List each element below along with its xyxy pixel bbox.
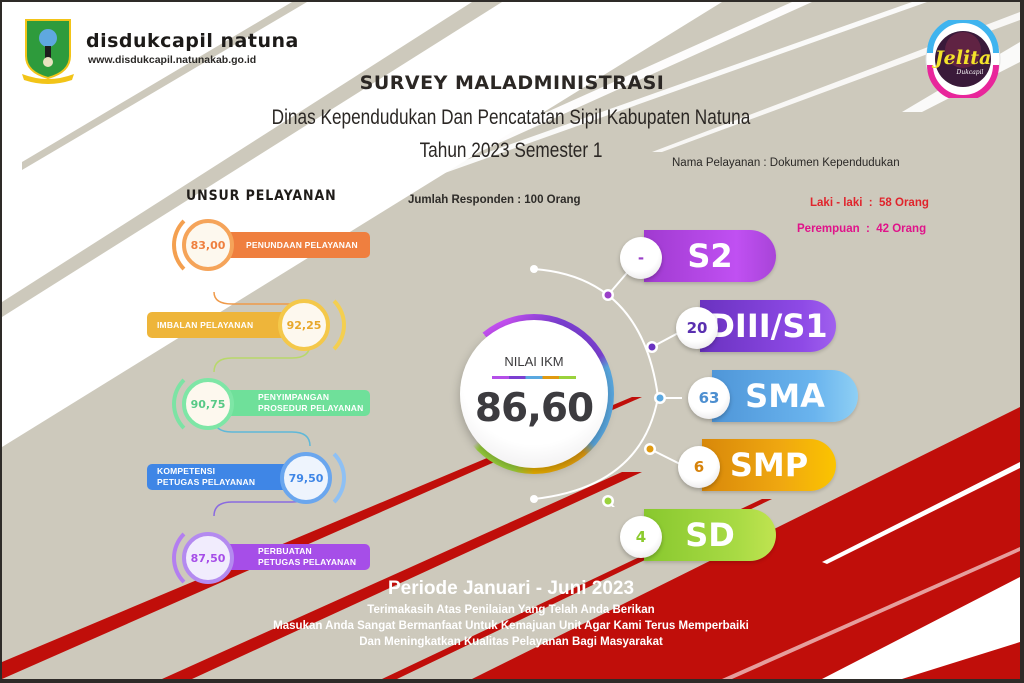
unsur-value-circle: 87,50 bbox=[182, 532, 234, 584]
service-name: Nama Pelayanan : Dokumen Kependudukan bbox=[672, 157, 900, 169]
education-count: 63 bbox=[688, 377, 730, 419]
brand-url: www.disdukcapil.natunakab.go.id bbox=[88, 54, 257, 66]
title-year: Tahun 2023 Semester 1 bbox=[419, 139, 603, 162]
ikm-label: NILAI IKM bbox=[504, 354, 564, 369]
thanks-line-2: Masukan Anda Sangat Bermanfaat Untuk Kem… bbox=[273, 620, 749, 632]
title-sub: Dinas Kependudukan Dan Pencatatan Sipil … bbox=[271, 106, 751, 129]
period-label: Periode Januari - Juni 2023 bbox=[387, 578, 635, 599]
education-pill-sd: SD bbox=[644, 509, 776, 561]
thanks-line-3: Dan Meningkatkan Kualitas Pelayanan Bagi… bbox=[359, 636, 663, 648]
male-count: Laki - laki : 58 Orang bbox=[810, 197, 929, 209]
education-pill-sma: SMA bbox=[712, 370, 858, 422]
jelita-logo-icon: Jelita Dukcapil bbox=[925, 20, 1001, 98]
unsur-value: 79,50 bbox=[288, 471, 324, 485]
unsur-value: 90,75 bbox=[190, 397, 226, 411]
education-count: 4 bbox=[620, 516, 662, 558]
education-pill-diii-s1: DIII/S1 bbox=[700, 300, 836, 352]
ikm-divider bbox=[492, 376, 576, 379]
unsur-label: PENUNDAAN PELAYANAN bbox=[246, 239, 358, 250]
svg-text:Jelita: Jelita bbox=[932, 47, 992, 69]
education-count: 6 bbox=[678, 446, 720, 488]
education-count: 20 bbox=[676, 307, 718, 349]
respondent-count: Jumlah Responden : 100 Orang bbox=[408, 194, 581, 206]
svg-text:Dukcapil: Dukcapil bbox=[956, 69, 984, 76]
unsur-label: IMBALAN PELAYANAN bbox=[157, 319, 254, 330]
unsur-item-imbalan: IMBALAN PELAYANAN bbox=[147, 312, 297, 338]
unsur-value-circle: 92,25 bbox=[278, 299, 330, 351]
unsur-value-circle: 79,50 bbox=[280, 452, 332, 504]
education-level: SD bbox=[685, 516, 735, 554]
thanks-line-1: Terimakasih Atas Penilaian Yang Telah An… bbox=[367, 604, 655, 616]
female-count: Perempuan : 42 Orang bbox=[797, 223, 927, 235]
unsur-arc bbox=[274, 442, 346, 514]
education-arc bbox=[530, 265, 682, 507]
unsur-arc bbox=[172, 368, 244, 440]
education-pill-s2: S2 bbox=[644, 230, 776, 282]
ikm-circle bbox=[460, 320, 608, 468]
unsur-value: 87,50 bbox=[190, 551, 226, 565]
unsur-value-circle: 90,75 bbox=[182, 378, 234, 430]
title-main: SURVEY MALADMINISTRASI bbox=[359, 72, 665, 94]
brand-name: disdukcapil natuna bbox=[86, 30, 299, 52]
education-level: S2 bbox=[687, 237, 733, 275]
education-pill-smp: SMP bbox=[702, 439, 836, 491]
unsur-arc bbox=[172, 209, 244, 281]
education-level: DIII/S1 bbox=[708, 307, 828, 345]
education-count: - bbox=[620, 237, 662, 279]
education-level: SMA bbox=[745, 377, 825, 415]
unsur-value-circle: 83,00 bbox=[182, 219, 234, 271]
regency-crest-icon bbox=[22, 19, 74, 84]
unsur-arc bbox=[274, 289, 346, 361]
unsur-item-kompetensi: KOMPETENSI PETUGAS PELAYANAN bbox=[147, 464, 297, 490]
unsur-label-multi: PERBUATAN PETUGAS PELAYANAN bbox=[258, 546, 357, 567]
ikm-value: 86,60 bbox=[474, 386, 594, 431]
unsur-label-multi: PENYIMPANGAN PROSEDUR PELAYANAN bbox=[258, 392, 364, 413]
unsur-label-multi: KOMPETENSI PETUGAS PELAYANAN bbox=[157, 466, 256, 487]
education-level: SMP bbox=[729, 446, 809, 484]
unsur-arc bbox=[172, 522, 244, 594]
unsur-value: 83,00 bbox=[190, 238, 226, 252]
unsur-title: UNSUR PELAYANAN bbox=[186, 188, 337, 204]
unsur-value: 92,25 bbox=[286, 318, 322, 332]
